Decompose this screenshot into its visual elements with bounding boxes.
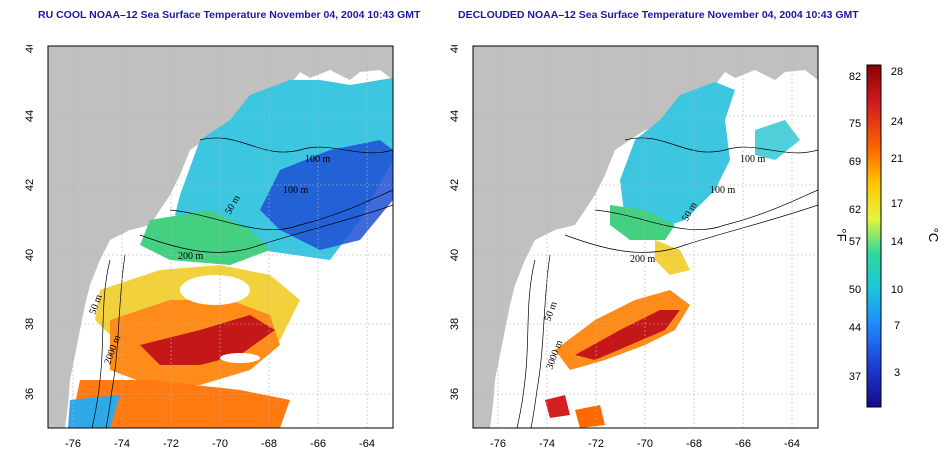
sst-yellow	[655, 240, 690, 275]
sst-red-core	[575, 310, 680, 360]
map-frame	[47, 45, 394, 429]
x-tick-label: -74	[114, 438, 130, 450]
celsius-tick: 7	[894, 320, 900, 332]
right-map-svg: 100 m 100 m 200 m 50 m 50 m 3000 m -76 -…	[449, 45, 819, 450]
y-tick-label: 42	[24, 179, 36, 191]
y-axis: 46 44 42 40 38 36	[24, 45, 36, 400]
contour-line	[624, 137, 818, 154]
contour-line	[169, 189, 393, 231]
fahrenheit-tick: 62	[849, 204, 861, 216]
x-tick-label: -76	[490, 438, 506, 450]
contour-line	[91, 259, 111, 428]
left-map-panel: 100 m 100 m 200 m 50 m 50 m 2000 m -76 -…	[0, 45, 400, 465]
celsius-tick: 3	[894, 367, 900, 379]
contour-label: 200 m	[178, 251, 204, 262]
x-tick-label: -64	[784, 438, 800, 450]
x-tick-label: -70	[212, 438, 228, 450]
right-map-panel: 100 m 100 m 200 m 50 m 50 m 3000 m -76 -…	[425, 45, 825, 465]
contour-line	[530, 254, 551, 428]
contour-label: 200 m	[630, 254, 656, 265]
swath-red-core	[140, 315, 275, 365]
sst-cyan-north	[620, 82, 735, 230]
x-tick-label: -70	[637, 438, 653, 450]
colorbar-svg: 82 75 69 62 57 50 44 37 28 24 21 17 14 1…	[834, 64, 941, 408]
land-mass	[473, 46, 818, 428]
y-tick-label: 44	[449, 110, 461, 122]
y-tick-label: 42	[449, 179, 461, 191]
land-mass	[48, 46, 393, 428]
x-tick-label: -66	[310, 438, 326, 450]
celsius-tick: 28	[891, 66, 903, 78]
cloud-gap	[220, 353, 260, 363]
y-tick-label: 36	[449, 388, 461, 400]
celsius-tick: 24	[891, 116, 903, 128]
contour-line	[564, 204, 818, 253]
sst-south-red	[545, 395, 570, 418]
fahrenheit-tick: 75	[849, 118, 861, 130]
left-panel-title: RU COOL NOAA–12 Sea Surface Temperature …	[38, 9, 421, 21]
x-tick-label: -68	[686, 438, 702, 450]
fahrenheit-axis: 82 75 69 62 57 50 44 37	[849, 71, 861, 383]
x-tick-label: -64	[359, 438, 375, 450]
fahrenheit-unit-label: °F	[834, 228, 849, 241]
y-tick-label: 44	[24, 110, 36, 122]
x-tick-label: -72	[588, 438, 604, 450]
map-frame	[472, 45, 819, 429]
contour-label: 100 m	[740, 154, 766, 165]
contour-label: 100 m	[283, 185, 309, 196]
x-tick-label: -66	[735, 438, 751, 450]
contour-line	[139, 204, 393, 253]
x-axis: -76 -74 -72 -70 -68 -66 -64	[490, 438, 800, 450]
left-map-svg: 100 m 100 m 200 m 50 m 50 m 2000 m -76 -…	[24, 45, 394, 450]
contour-label: 100 m	[305, 154, 331, 165]
swath-deep-blue	[260, 140, 393, 250]
x-tick-label: -74	[539, 438, 555, 450]
x-tick-label: -68	[261, 438, 277, 450]
y-tick-label: 38	[24, 318, 36, 330]
y-tick-label: 38	[449, 318, 461, 330]
sst-south-orange	[575, 405, 605, 428]
right-panel-title: DECLOUDED NOAA–12 Sea Surface Temperatur…	[458, 9, 859, 21]
colorbar: 82 75 69 62 57 50 44 37 28 24 21 17 14 1…	[825, 55, 945, 425]
swath-south	[70, 380, 290, 428]
celsius-tick: 10	[891, 284, 903, 296]
x-tick-label: -72	[163, 438, 179, 450]
x-axis: -76 -74 -72 -70 -68 -66 -64	[65, 438, 375, 450]
celsius-tick: 17	[891, 198, 903, 210]
sst-green	[610, 205, 675, 240]
contour-line	[516, 259, 536, 428]
map-grid	[473, 46, 818, 428]
y-axis: 46 44 42 40 38 36	[449, 45, 461, 400]
y-tick-label: 46	[449, 45, 461, 53]
fahrenheit-tick: 57	[849, 236, 861, 248]
celsius-tick: 14	[891, 236, 903, 248]
contour-line	[199, 137, 393, 154]
celsius-unit-label: °C	[926, 228, 941, 243]
fahrenheit-tick: 82	[849, 71, 861, 83]
cloud-gap	[180, 275, 250, 305]
x-tick-label: -76	[65, 438, 81, 450]
contour-line	[594, 189, 818, 231]
contour-line	[105, 254, 126, 428]
map-grid	[48, 46, 393, 428]
y-tick-label: 36	[24, 388, 36, 400]
celsius-tick: 21	[891, 153, 903, 165]
sst-cyan-east	[755, 120, 800, 160]
fahrenheit-tick: 37	[849, 371, 861, 383]
swath-south-blue	[68, 395, 120, 428]
y-tick-label: 40	[24, 249, 36, 261]
y-tick-label: 46	[24, 45, 36, 53]
fahrenheit-tick: 44	[849, 322, 861, 334]
fahrenheit-tick: 69	[849, 156, 861, 168]
y-tick-label: 40	[449, 249, 461, 261]
celsius-axis: 28 24 21 17 14 10 7 3	[891, 66, 903, 379]
colorbar-gradient	[866, 64, 882, 408]
contour-label: 100 m	[710, 185, 736, 196]
fahrenheit-tick: 50	[849, 284, 861, 296]
